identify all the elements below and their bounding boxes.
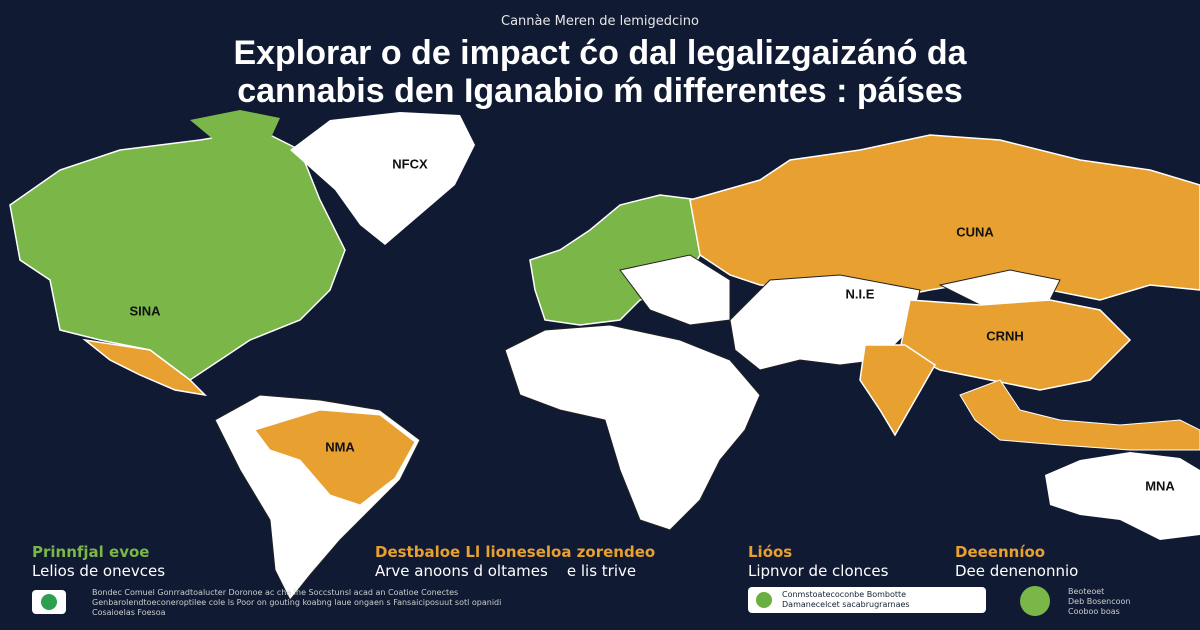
map-label: NMA (325, 439, 355, 454)
legend-item: Destbaloe Ll lioneseloa zorendeo Arve an… (375, 543, 655, 581)
right-icon (1020, 586, 1050, 616)
title-line: Explorar o de impact ćo dal legalizgaizá… (233, 34, 967, 72)
map-label: N.I.E (846, 286, 875, 301)
badge-text: Conmstoatecoconbe Bombotte Damanecelcet … (782, 590, 910, 610)
legend-heading: Lióos (748, 543, 793, 561)
map-label: MNA (1145, 478, 1175, 493)
footer-line: Bondec Comuel Gonrradtoalucter Doronoe a… (92, 588, 459, 597)
legend-item: Deeenníoo Dee denenonnio (955, 543, 1078, 581)
map-label: SINA (129, 303, 161, 318)
logo-icon (41, 594, 57, 610)
greenland (290, 112, 475, 245)
badge-line: Damanecelcet sacabrugrarnaes (782, 600, 910, 609)
legend-item: Lióos Lipnvor de clonces (748, 543, 888, 581)
kicker: Cannàe Meren de lemigedcino (501, 14, 699, 29)
legend-text: Lipnvor de clonces (748, 562, 889, 580)
china (899, 299, 1132, 391)
footer-badge: Conmstoatecoconbe Bombotte Damanecelcet … (748, 587, 986, 613)
legend-text: Arve anoons d oltames e lis trive (375, 562, 637, 580)
brazil (254, 409, 416, 506)
legend-heading: Destbaloe Ll lioneseloa zorendeo (375, 543, 656, 561)
map-label: CUNA (956, 224, 994, 239)
title-line: cannabis den Iganabio ḿ differentes : pá… (237, 72, 963, 110)
footer-note: Bondec Comuel Gonrradtoalucter Doronoe a… (92, 588, 712, 618)
arctic-islands (190, 110, 280, 145)
mexico (82, 338, 208, 397)
footer-right: Beoteoet Deb Bosencoon Cooboo boas (1068, 587, 1131, 617)
australia (1045, 452, 1200, 540)
legend-item: Prinnfjal evoe Lelios de onevces (32, 543, 165, 581)
legend-heading: Deeenníoo (955, 543, 1046, 561)
map-label: NFCX (392, 156, 428, 171)
southeast-asia (959, 379, 1200, 451)
footer-right-line: Cooboo boas (1068, 607, 1120, 616)
footer-line: Genbarolendtoeconeroptilee cole ls Poor … (92, 598, 502, 607)
legend-text: Dee denenonnio (955, 562, 1079, 580)
russia (689, 134, 1200, 301)
india (859, 344, 936, 437)
footer-right-line: Beoteoet (1068, 587, 1105, 596)
north-america (9, 129, 346, 381)
logo-badge (32, 590, 66, 614)
badge-icon (756, 592, 772, 608)
mongolia (938, 269, 1061, 306)
footer-line: Cosaioelas Foesoa (92, 608, 166, 617)
map-label: CRNH (986, 328, 1024, 343)
legend-heading: Prinnfjal evoe (32, 543, 150, 561)
footer-right-line: Deb Bosencoon (1068, 597, 1131, 606)
title: Explorar o de impact ćo dal legalizgaizá… (0, 34, 1200, 110)
africa (504, 324, 761, 531)
badge-line: Conmstoatecoconbe Bombotte (782, 590, 907, 599)
legend-text: Lelios de onevces (32, 562, 166, 580)
